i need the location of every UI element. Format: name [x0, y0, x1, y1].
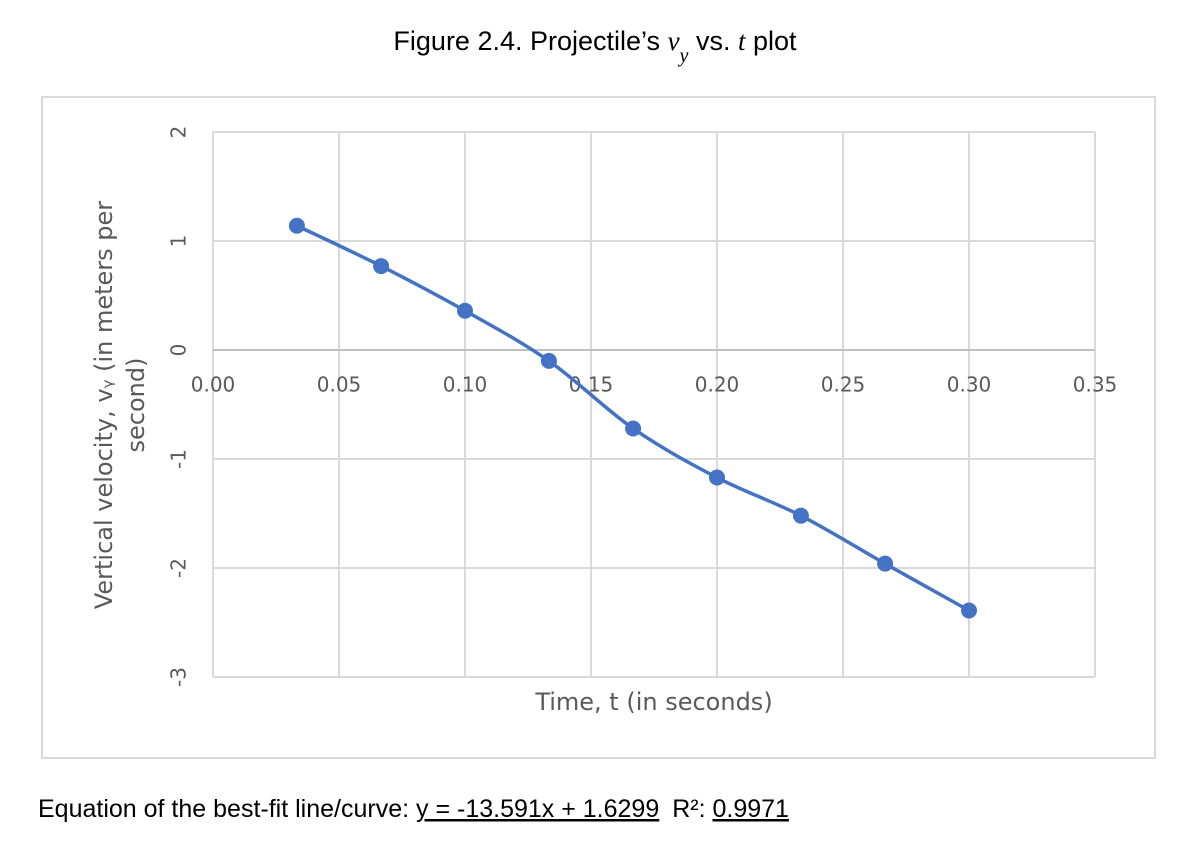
caption-label: Equation of the best-fit line/curve:: [38, 795, 409, 823]
r2-value: 0.9971: [712, 795, 788, 823]
chart-border: [41, 96, 1156, 759]
x-tick-label: 0.05: [317, 373, 362, 397]
data-point: [457, 302, 473, 319]
y-tick-label: -2: [167, 558, 191, 578]
title-text: vs.: [696, 26, 731, 56]
y-tick-label: 0: [167, 344, 191, 357]
y-tick-label: 2: [167, 126, 191, 139]
x-tick-label: 0.30: [947, 373, 992, 397]
caption: Equation of the best-fit line/curve: y =…: [38, 795, 789, 823]
data-point: [792, 507, 809, 524]
data-point: [961, 602, 977, 619]
data-point: [877, 555, 894, 572]
x-tick-label: 0.00: [191, 373, 236, 397]
x-tick-label: 0.10: [443, 373, 488, 397]
title-text: Figure 2.4. Projectile’s: [393, 26, 660, 56]
y-tick-label: -3: [167, 667, 191, 687]
data-point: [709, 469, 725, 486]
data-point: [625, 420, 642, 437]
series-line: [296, 224, 970, 613]
data-point: [373, 258, 390, 275]
y-tick-label: 1: [167, 235, 191, 248]
chart-title: Figure 2.4. Projectile’s vy vs. t plot: [393, 26, 797, 68]
data-point: [288, 217, 305, 234]
y-axis-title: second): [122, 358, 150, 453]
title-subscript: y: [678, 45, 689, 67]
x-tick-label: 0.25: [821, 373, 866, 397]
y-tick-label: -1: [167, 449, 191, 469]
x-axis-title: Time, t (in seconds): [534, 688, 772, 716]
data-point: [540, 352, 557, 369]
x-tick-label: 0.35: [1073, 373, 1118, 397]
title-text: plot: [753, 26, 797, 56]
y-axis-title: Vertical velocity, vᵧ (in meters per: [90, 201, 118, 609]
title-symbol: v: [668, 26, 680, 56]
equation: y = -13.591x + 1.6299: [416, 795, 659, 823]
title-symbol: t: [738, 26, 747, 56]
x-tick-label: 0.20: [695, 373, 740, 397]
r2-label: R²:: [672, 795, 705, 823]
